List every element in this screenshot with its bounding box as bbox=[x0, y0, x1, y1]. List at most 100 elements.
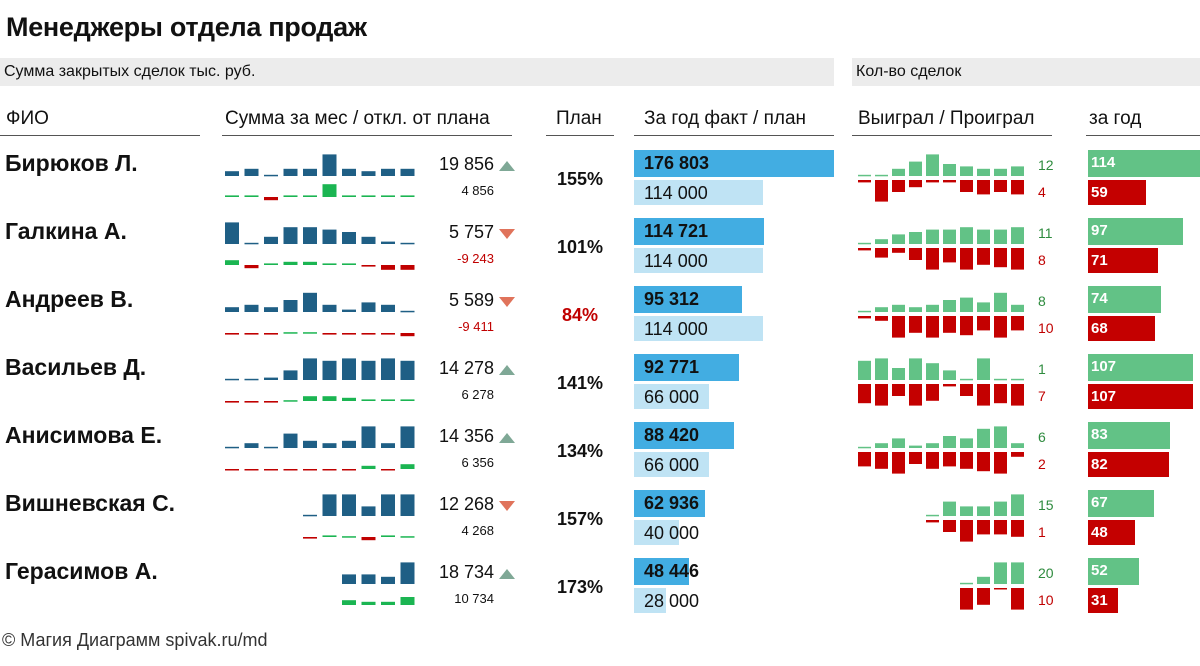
deviation-bar bbox=[342, 195, 356, 197]
lost-bar bbox=[909, 452, 922, 464]
lost-bar bbox=[960, 316, 973, 336]
deviation-bar bbox=[225, 195, 239, 197]
trend-triangle bbox=[499, 229, 515, 239]
deviation-bar bbox=[381, 535, 395, 537]
manager-name: Вишневская С. bbox=[5, 490, 176, 516]
won-bar bbox=[977, 168, 990, 176]
lost-bar bbox=[909, 316, 922, 333]
deviation-bar bbox=[244, 265, 259, 269]
won-bar bbox=[875, 239, 888, 244]
deviation-bar bbox=[264, 469, 278, 471]
year-plan-bar: 114 000 bbox=[634, 180, 763, 205]
deviation-value: 10 734 bbox=[454, 591, 494, 606]
trend-up-icon bbox=[499, 433, 515, 443]
deviation-bar bbox=[264, 197, 278, 201]
deviation-bar bbox=[225, 260, 239, 265]
year-lost-bar: 68 bbox=[1088, 316, 1155, 341]
year-fact-label: 176 803 bbox=[644, 153, 710, 173]
lost-bar bbox=[994, 452, 1007, 474]
year-fact-bar: 92 771 bbox=[634, 354, 739, 381]
plan-percent: 173% bbox=[556, 577, 604, 597]
month-bar bbox=[244, 242, 259, 245]
lost-count: 4 bbox=[1038, 184, 1046, 200]
won-bar bbox=[994, 501, 1007, 516]
deviation-bar bbox=[361, 265, 376, 267]
lost-bar bbox=[1011, 248, 1024, 270]
lost-bar bbox=[892, 384, 905, 396]
month-bar bbox=[361, 426, 376, 448]
year-plan-label: 66 000 bbox=[644, 455, 700, 475]
month-bar bbox=[264, 446, 278, 449]
month-bar bbox=[283, 168, 298, 176]
lost-bar bbox=[960, 248, 973, 270]
manager-name: Васильев Д. bbox=[5, 354, 147, 380]
year-fact-bar: 176 803 bbox=[634, 150, 834, 177]
deviation-bar bbox=[361, 601, 376, 605]
year-plan-bar: 40 000 bbox=[634, 520, 699, 545]
plan-percent: 134% bbox=[556, 441, 604, 461]
deviation-bar bbox=[400, 195, 415, 197]
month-bar bbox=[225, 307, 239, 312]
lost-bar bbox=[960, 520, 973, 542]
deviation-bar bbox=[342, 263, 356, 265]
deviation-bar bbox=[225, 401, 239, 403]
lost-bar bbox=[960, 452, 973, 469]
month-bar bbox=[381, 576, 395, 584]
win-loss-chart bbox=[926, 494, 1024, 542]
deviation-bar bbox=[283, 400, 298, 402]
trend-down-icon bbox=[499, 501, 515, 511]
year-plan-label: 40 000 bbox=[644, 523, 700, 543]
month-bar bbox=[283, 433, 298, 448]
deviation-bar bbox=[244, 401, 259, 403]
header-month: Сумма за мес / откл. от плана bbox=[225, 108, 490, 129]
year-lost-bar: 48 bbox=[1088, 520, 1136, 545]
lost-bar bbox=[977, 316, 990, 331]
won-bar bbox=[1011, 494, 1024, 516]
manager-name: Андреев В. bbox=[5, 286, 134, 312]
won-bar bbox=[858, 174, 871, 177]
deviation-bar bbox=[303, 332, 317, 334]
deviation-value: 4 856 bbox=[461, 183, 494, 198]
lost-count: 8 bbox=[1038, 252, 1046, 268]
month-value: 5 757 bbox=[448, 222, 494, 242]
deviation-bar bbox=[361, 465, 376, 469]
lost-count: 10 bbox=[1038, 320, 1054, 336]
lost-bar bbox=[892, 316, 905, 338]
month-bar bbox=[342, 168, 356, 176]
plan-percent: 141% bbox=[556, 373, 604, 393]
deviation-bar bbox=[400, 333, 415, 337]
year-fact-bar: 48 446 bbox=[634, 558, 699, 585]
lost-bar bbox=[858, 316, 871, 319]
manager-name: Бирюков Л. bbox=[5, 150, 138, 176]
year-plan-bar: 66 000 bbox=[634, 384, 709, 409]
header-rule bbox=[852, 135, 1052, 136]
header-rule bbox=[546, 135, 614, 136]
deviation-bar bbox=[361, 537, 376, 541]
won-bar bbox=[1011, 378, 1024, 381]
won-bar bbox=[909, 161, 922, 176]
month-bar bbox=[400, 360, 415, 380]
lost-bar bbox=[943, 316, 956, 333]
won-bar bbox=[960, 166, 973, 176]
year-lost-bar: 59 bbox=[1088, 180, 1146, 205]
lost-bar bbox=[858, 180, 871, 183]
deviation-bar bbox=[381, 195, 395, 197]
month-bar bbox=[244, 168, 259, 176]
lost-bar bbox=[858, 452, 871, 467]
lost-bar bbox=[943, 384, 956, 387]
won-count: 6 bbox=[1038, 429, 1046, 445]
plan-percent: 155% bbox=[556, 169, 604, 189]
lost-bar bbox=[926, 316, 939, 338]
month-bar bbox=[225, 222, 239, 244]
won-bar bbox=[960, 227, 973, 244]
year-plan-bar: 66 000 bbox=[634, 452, 709, 477]
won-bar bbox=[943, 370, 956, 380]
deviation-bar bbox=[244, 333, 259, 335]
month-bar bbox=[244, 443, 259, 448]
monthly-sparkline bbox=[303, 494, 415, 541]
month-bar bbox=[381, 241, 395, 244]
lost-bar bbox=[977, 384, 990, 406]
manager-name: Герасимов А. bbox=[5, 558, 158, 584]
deviation-bar bbox=[303, 396, 317, 401]
monthly-sparkline bbox=[225, 292, 415, 337]
